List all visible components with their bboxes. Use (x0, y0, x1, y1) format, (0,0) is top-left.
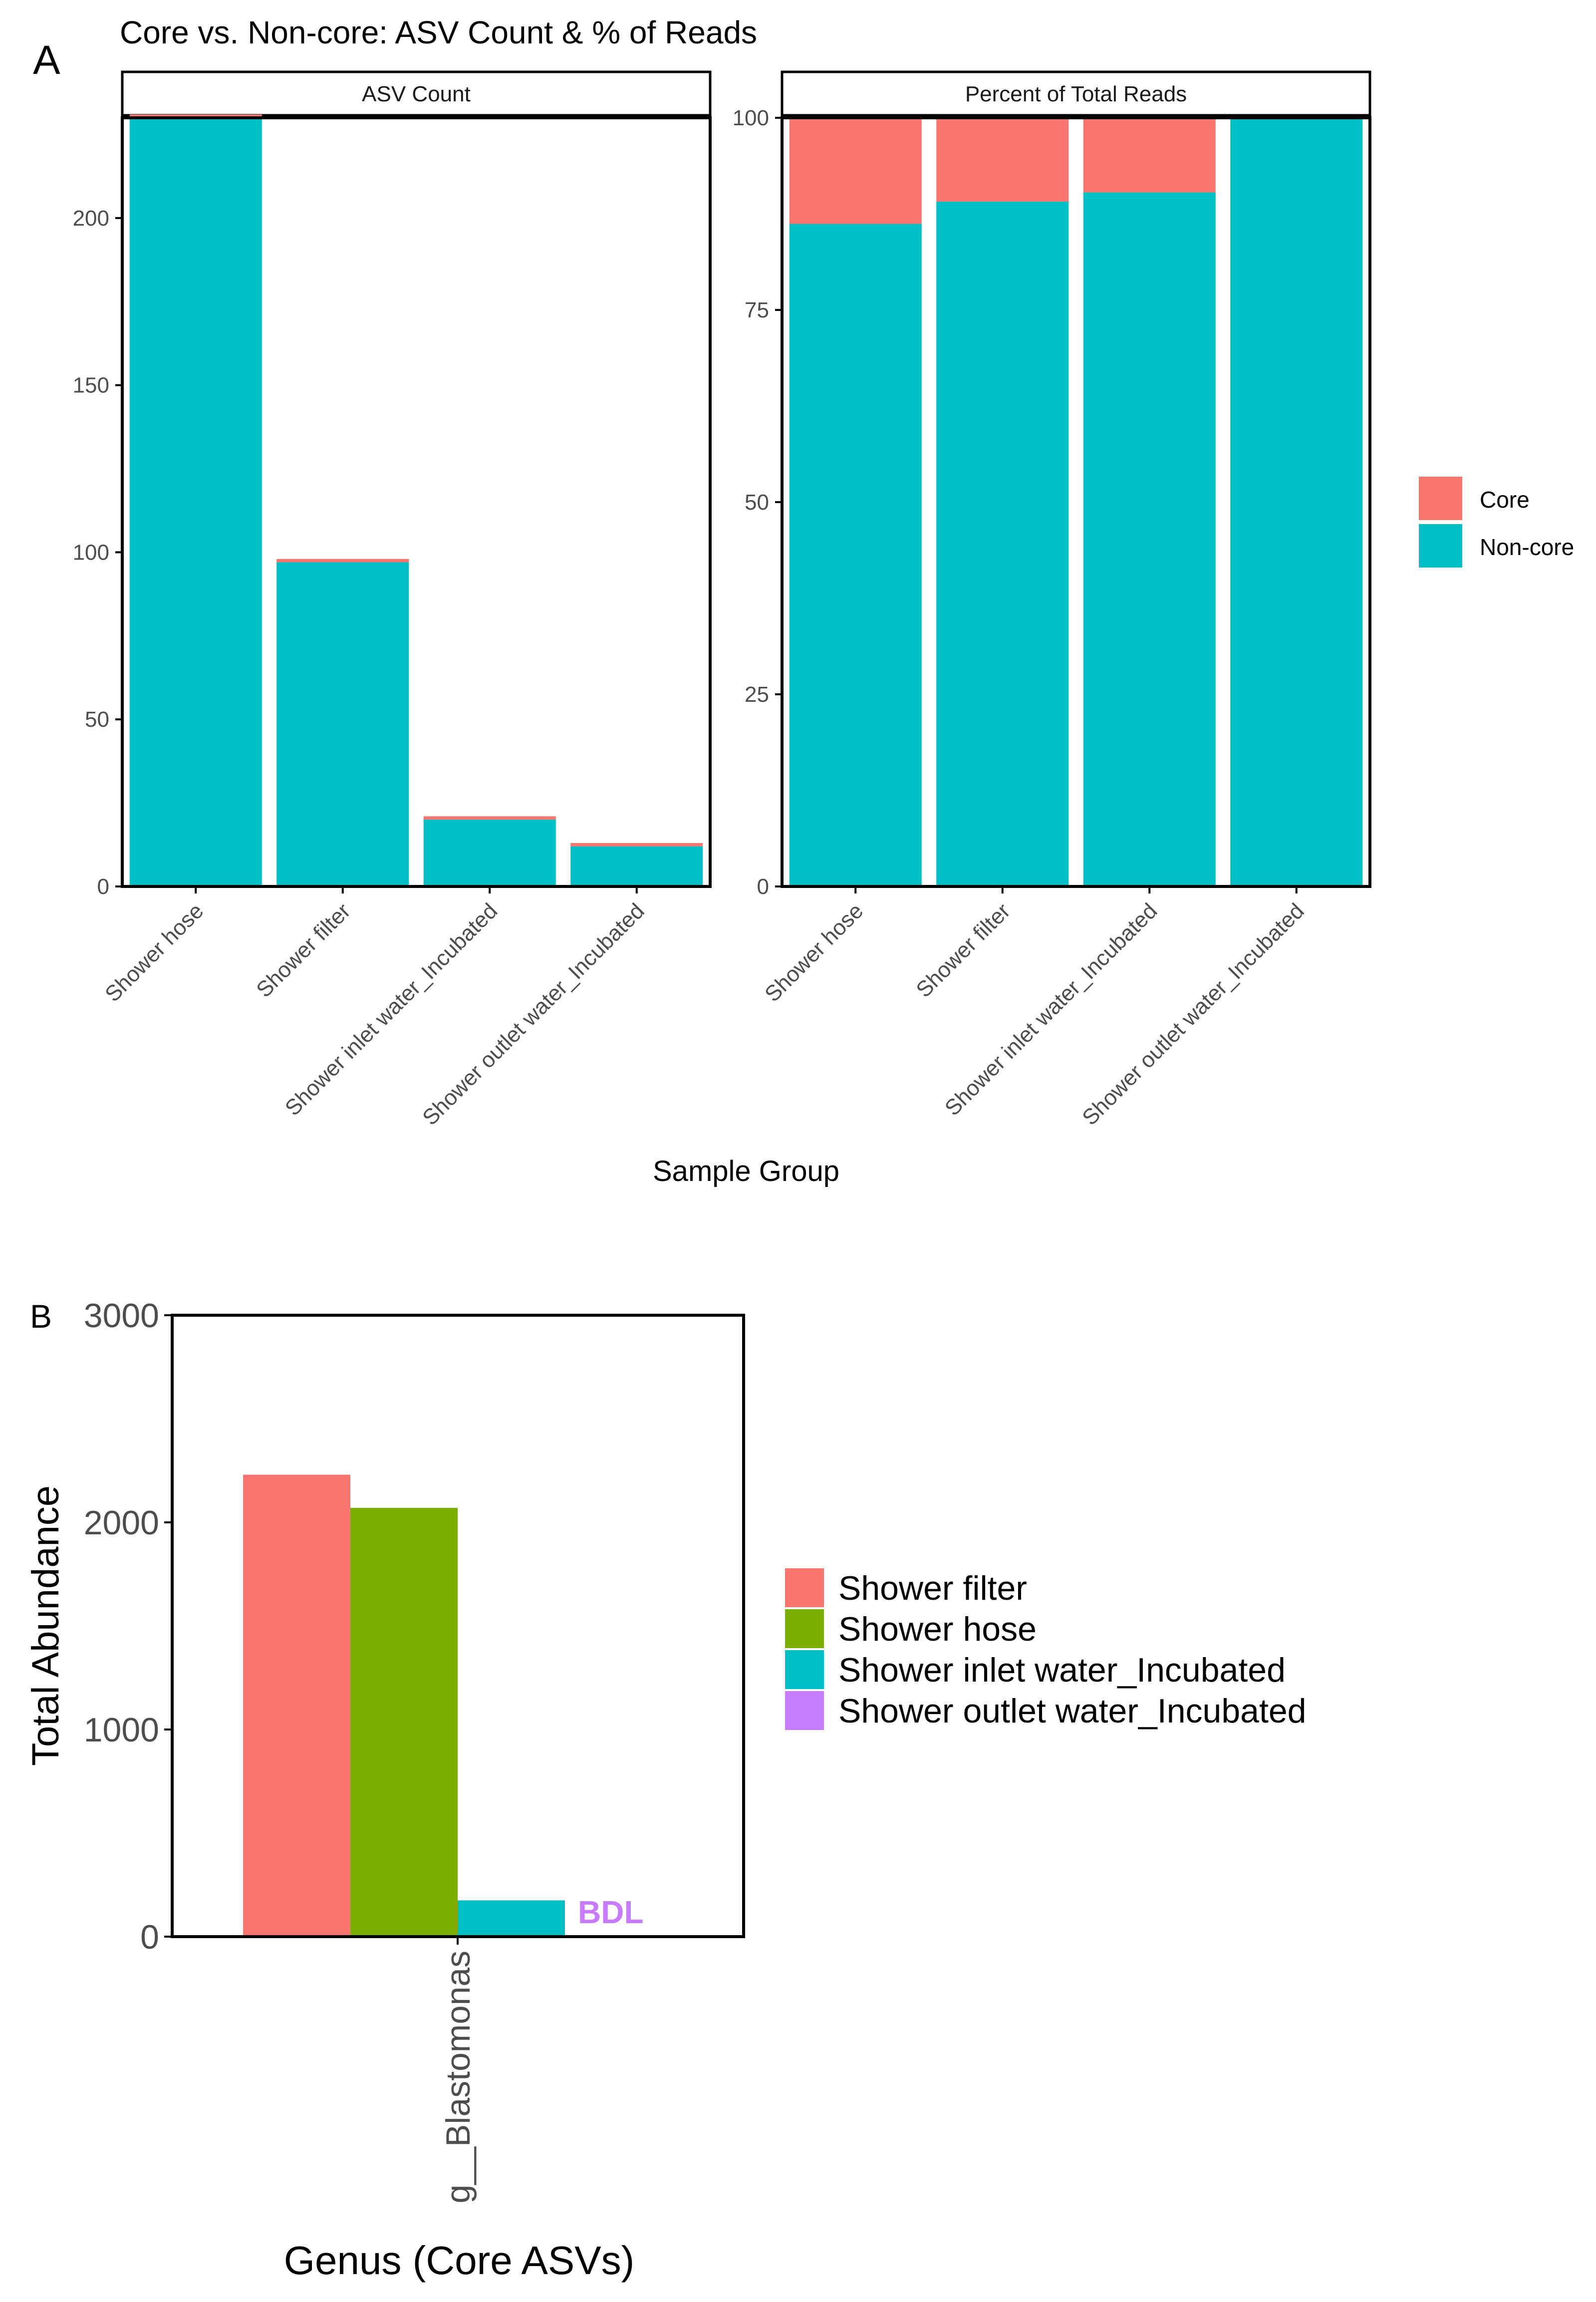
abundance-x-tick-label-blastomonas: g__Blastomonas (439, 1951, 477, 2204)
abundance-y-axis-title: Total Abundance (24, 1485, 67, 1766)
asv-count-strip-label: ASV Count (362, 82, 471, 106)
legend-swatch-shower-outlet (785, 1691, 824, 1730)
abundance-panel: 0 1000 2000 3000 g__Blastomonas BDL (84, 1297, 745, 2204)
f2-bar-non-core-shower-outlet-water-incubated (1230, 118, 1363, 886)
abundance-panel-border (171, 1314, 745, 1938)
f2-y-tick-label-0: 0 (757, 874, 769, 899)
f1-bar-non-core-shower-filter (276, 562, 409, 886)
f1-y-tick-label-0: 0 (97, 874, 109, 899)
f2-y-tick-label-100: 100 (733, 106, 769, 130)
legend-swatch-core (1419, 477, 1462, 520)
f2-bar-non-core-shower-filter (936, 201, 1069, 886)
f1-bar-non-core-shower-outlet-water-incubated (570, 846, 703, 886)
abundance-y-tick-label-3000: 3000 (84, 1297, 159, 1335)
abundance-y-tick-label-1000: 1000 (84, 1711, 159, 1749)
f1-bar-core-shower-inlet-water-incubated (423, 816, 556, 820)
legend-label-shower-outlet: Shower outlet water_Incubated (838, 1692, 1307, 1730)
f1-y-tick-label-100: 100 (73, 540, 109, 565)
f1-bar-non-core-shower-inlet-water-incubated (423, 820, 556, 886)
f1-y-tick-label-200: 200 (73, 206, 109, 231)
asv-count-bars (129, 114, 703, 886)
legend-swatch-shower-inlet (785, 1650, 824, 1689)
legend-swatch-shower-filter (785, 1568, 824, 1607)
f1-y-tick-label-50: 50 (85, 707, 109, 732)
asv-count-panel-border (121, 116, 712, 888)
panel-a-title: Core vs. Non-core: ASV Count & % of Read… (120, 14, 757, 50)
f2-y-tick-label-50: 50 (745, 490, 769, 515)
legend-label-shower-hose: Shower hose (838, 1610, 1037, 1648)
asv-count-y-axis: 0 50 100 150 200 (73, 206, 122, 899)
panel-b-legend: Shower filter Shower hose Shower inlet w… (785, 1568, 1307, 1730)
bdl-annotation: BDL (578, 1894, 644, 1930)
abundance-bars (243, 1474, 565, 1937)
abundance-x-axis-title: Genus (Core ASVs) (284, 2238, 635, 2283)
legend-label-core: Core (1480, 487, 1530, 513)
f2-bar-non-core-shower-inlet-water-incubated (1083, 192, 1216, 886)
panel-a-x-axis-title: Sample Group (653, 1155, 839, 1187)
panel-a-legend: Core Non-core (1419, 477, 1574, 568)
f2-bar-core-shower-inlet-water-incubated (1083, 118, 1216, 193)
legend-label-shower-inlet: Shower inlet water_Incubated (838, 1651, 1286, 1689)
abundance-bar-shower-hose (350, 1507, 458, 1937)
f1-y-tick-label-150: 150 (73, 373, 109, 398)
percent-reads-strip (781, 70, 1371, 117)
panel-b-label: B (30, 1298, 52, 1335)
f1-bar-core-shower-outlet-water-incubated (570, 843, 703, 847)
abundance-bar-shower-filter (243, 1474, 350, 1937)
f2-bar-core-shower-filter (936, 118, 1069, 202)
abundance-bar-shower-inlet-water-incubated (458, 1900, 565, 1937)
percent-reads-y-axis: 0 25 50 75 100 (733, 106, 782, 899)
panel-a-label: A (33, 37, 60, 83)
percent-reads-strip-label: Percent of Total Reads (965, 82, 1187, 106)
abundance-y-tick-label-2000: 2000 (84, 1504, 159, 1542)
legend-swatch-shower-hose (785, 1609, 824, 1648)
f1-bar-non-core-shower-hose (129, 118, 262, 886)
percent-reads-panel-border (781, 116, 1371, 888)
f2-bar-non-core-shower-hose (789, 224, 922, 886)
abundance-x-axis: g__Blastomonas (439, 1937, 477, 2204)
abundance-y-tick-label-0: 0 (140, 1918, 159, 1956)
asv-count-strip (121, 70, 712, 117)
percent-reads-bars (789, 118, 1363, 886)
f1-bar-core-shower-hose (129, 114, 262, 118)
f2-y-tick-label-25: 25 (745, 682, 769, 707)
legend-label-shower-filter: Shower filter (838, 1569, 1027, 1607)
legend-label-non-core: Non-core (1480, 534, 1574, 560)
f1-bar-core-shower-filter (276, 559, 409, 563)
f2-bar-core-shower-hose (789, 118, 922, 224)
legend-swatch-non-core (1419, 524, 1462, 568)
f2-y-tick-label-75: 75 (745, 298, 769, 322)
